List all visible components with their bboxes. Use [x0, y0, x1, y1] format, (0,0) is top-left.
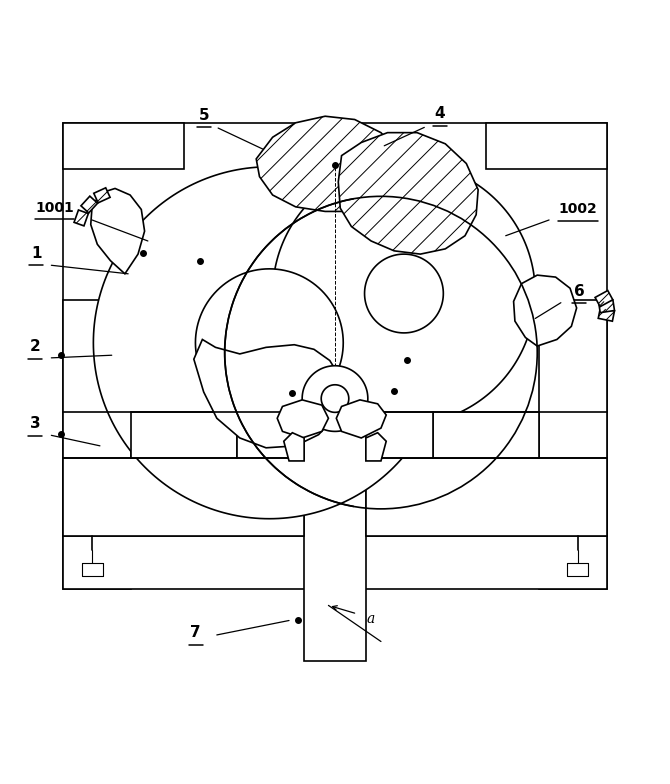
Polygon shape [302, 365, 368, 431]
Polygon shape [62, 123, 184, 169]
Polygon shape [62, 536, 608, 589]
Text: 1: 1 [31, 245, 42, 261]
Text: 5: 5 [198, 107, 209, 123]
Polygon shape [273, 162, 535, 425]
Polygon shape [321, 385, 349, 412]
Polygon shape [514, 275, 577, 346]
Polygon shape [433, 412, 539, 458]
Polygon shape [598, 308, 614, 321]
Polygon shape [93, 167, 446, 519]
Polygon shape [539, 300, 608, 589]
Polygon shape [486, 123, 608, 169]
Text: 1002: 1002 [559, 202, 598, 216]
Text: 3: 3 [29, 416, 40, 431]
Polygon shape [336, 400, 386, 438]
Polygon shape [364, 254, 444, 333]
Polygon shape [366, 412, 433, 458]
Polygon shape [595, 291, 613, 307]
Polygon shape [598, 300, 614, 313]
Polygon shape [74, 210, 88, 226]
Polygon shape [366, 433, 386, 461]
Text: 4: 4 [435, 107, 446, 122]
Polygon shape [196, 269, 343, 416]
Text: a: a [367, 612, 375, 626]
Polygon shape [366, 458, 608, 536]
Text: 7: 7 [190, 625, 201, 641]
Polygon shape [90, 188, 145, 274]
Polygon shape [62, 458, 304, 536]
Polygon shape [338, 132, 478, 254]
Polygon shape [81, 196, 98, 213]
Polygon shape [304, 458, 366, 661]
Polygon shape [194, 339, 342, 448]
Polygon shape [277, 400, 328, 438]
Polygon shape [237, 412, 304, 458]
Polygon shape [284, 433, 304, 461]
Polygon shape [94, 188, 110, 203]
Text: 1001: 1001 [36, 201, 74, 215]
Text: 6: 6 [574, 284, 585, 299]
Text: 2: 2 [29, 339, 40, 354]
Polygon shape [131, 412, 237, 458]
Polygon shape [256, 116, 407, 212]
Polygon shape [62, 300, 131, 589]
